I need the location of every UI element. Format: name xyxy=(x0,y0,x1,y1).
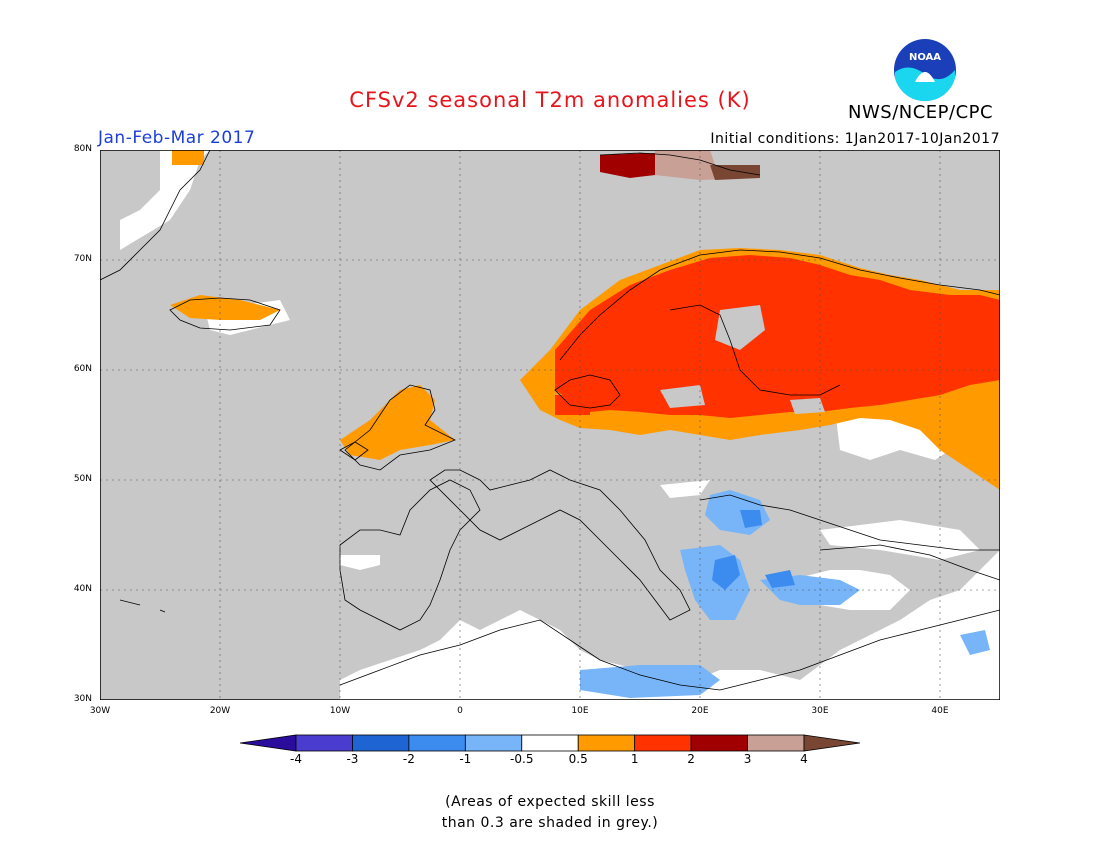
footnote-line-1: (Areas of expected skill less xyxy=(445,794,655,810)
legend-swatch-4 xyxy=(464,734,523,752)
legend-label: -1 xyxy=(459,752,472,766)
map-title: CFSv2 seasonal T2m anomalies (K) xyxy=(349,88,751,112)
legend-swatch-2 xyxy=(352,734,410,752)
lon-tick-0: 0 xyxy=(457,706,463,716)
legend-swatch-max xyxy=(803,734,860,752)
legend-label: 2 xyxy=(687,752,695,766)
legend-swatch-min xyxy=(240,734,297,752)
cooler-areas xyxy=(712,510,795,590)
legend-label: -0.5 xyxy=(510,752,534,766)
lon-tick-30W: 30W xyxy=(89,706,111,716)
legend-label: -2 xyxy=(402,752,415,766)
period-label: Jan-Feb-Mar 2017 xyxy=(98,128,256,148)
legend-swatch-8 xyxy=(690,734,748,752)
footnote-line-2: than 0.3 are shaded in grey.) xyxy=(441,815,659,831)
legend-label: 1 xyxy=(630,752,639,766)
lon-tick-30E: 30E xyxy=(811,706,829,716)
legend-swatch-1 xyxy=(295,734,353,752)
graticule xyxy=(100,150,1000,700)
lon-tick-40E: 40E xyxy=(931,706,949,716)
noaa-logo: NOAA xyxy=(894,39,956,102)
legend-swatch-3 xyxy=(408,734,466,752)
noaa-logo-text: NOAA xyxy=(909,52,941,63)
footnote: (Areas of expected skill less than 0.3 a… xyxy=(0,792,1100,834)
legend-label: -3 xyxy=(346,752,359,766)
color-legend xyxy=(240,734,860,752)
initial-conditions-label: Initial conditions: 1Jan2017-10Jan2017 xyxy=(710,131,1000,147)
lat-tick-40N: 40N xyxy=(73,584,92,594)
anomaly-map xyxy=(100,150,1000,700)
lat-tick-80N: 80N xyxy=(73,144,92,154)
lon-tick-20W: 20W xyxy=(209,706,231,716)
lat-tick-60N: 60N xyxy=(73,364,92,374)
legend-label: 4 xyxy=(800,752,808,766)
lon-tick-10W: 10W xyxy=(329,706,351,716)
agency-label: NWS/NCEP/CPC xyxy=(848,102,994,123)
lat-tick-30N: 30N xyxy=(73,694,92,704)
legend-swatch-5 xyxy=(521,734,579,752)
hot-areas xyxy=(600,153,655,178)
legend-label: -4 xyxy=(290,752,302,766)
legend-swatch-9 xyxy=(747,734,805,752)
lat-tick-70N: 70N xyxy=(73,254,92,264)
legend-label: 0.5 xyxy=(568,752,588,766)
legend-swatch-7 xyxy=(634,734,692,752)
legend-label: 3 xyxy=(743,752,752,766)
lon-tick-20E: 20E xyxy=(691,706,709,716)
lon-tick-10E: 10E xyxy=(571,706,589,716)
gray-patches-in-warm xyxy=(660,305,825,414)
legend-swatch-6 xyxy=(577,734,636,752)
lat-tick-50N: 50N xyxy=(73,474,92,484)
